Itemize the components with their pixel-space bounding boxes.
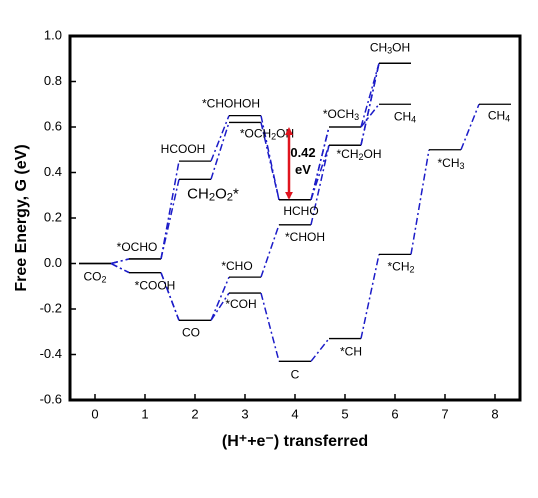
annotation-text: eV bbox=[295, 162, 311, 177]
plot-frame bbox=[68, 34, 522, 402]
x-tick-label: 8 bbox=[491, 406, 498, 421]
connector bbox=[360, 63, 380, 128]
connector bbox=[360, 103, 380, 128]
y-tick-label: -0.6 bbox=[40, 391, 62, 406]
y-tick-label: -0.4 bbox=[40, 346, 62, 361]
connector bbox=[260, 224, 280, 278]
connector bbox=[360, 254, 380, 339]
y-tick-label: 0.0 bbox=[44, 255, 62, 270]
connector bbox=[110, 258, 130, 265]
level-label: *CH2OH bbox=[336, 147, 381, 162]
level-label: *CH bbox=[340, 345, 362, 359]
x-tick-label: 1 bbox=[141, 406, 148, 421]
connector bbox=[160, 160, 180, 260]
x-tick-label: 0 bbox=[91, 406, 98, 421]
level-label: *CHOH bbox=[285, 230, 325, 244]
y-tick-label: 0.4 bbox=[44, 164, 62, 179]
x-tick-label: 2 bbox=[191, 406, 198, 421]
connector bbox=[360, 63, 380, 146]
level-label: CH4 bbox=[394, 109, 416, 124]
y-tick-label: -0.2 bbox=[40, 300, 62, 315]
y-axis-title: Free Energy, G (eV) bbox=[13, 144, 30, 291]
x-tick-label: 3 bbox=[241, 406, 248, 421]
level-label: CO bbox=[182, 326, 200, 340]
level-label: *CH2 bbox=[387, 260, 414, 275]
connector bbox=[160, 272, 180, 321]
level-label: C bbox=[291, 367, 300, 381]
x-tick-label: 7 bbox=[441, 406, 448, 421]
connector bbox=[410, 149, 430, 255]
level-label: *OCH2OH bbox=[240, 127, 294, 142]
x-axis-title: (H⁺+e⁻) transferred bbox=[222, 433, 368, 450]
level-label: HCHO bbox=[283, 204, 318, 218]
level-label: *COH bbox=[225, 297, 256, 311]
annotation-text: 0.42 bbox=[290, 145, 315, 160]
connector bbox=[260, 122, 280, 200]
level-label: CH4 bbox=[488, 108, 510, 123]
connector bbox=[210, 292, 230, 321]
x-tick-label: 5 bbox=[341, 406, 348, 421]
connector bbox=[310, 144, 330, 201]
level-label: CO2 bbox=[83, 270, 106, 285]
level-label: *OCHO bbox=[117, 240, 158, 254]
y-tick-label: 0.2 bbox=[44, 209, 62, 224]
y-tick-label: 0.8 bbox=[44, 73, 62, 88]
connector bbox=[110, 262, 130, 274]
y-tick-label: 1.0 bbox=[44, 27, 62, 42]
connector bbox=[460, 103, 480, 151]
connector bbox=[160, 179, 180, 260]
level-label: *OCH3 bbox=[323, 107, 359, 122]
connector bbox=[260, 292, 280, 362]
y-tick-label: 0.6 bbox=[44, 118, 62, 133]
level-label: *COOH bbox=[135, 279, 176, 293]
connector bbox=[310, 126, 330, 200]
connector bbox=[210, 115, 230, 162]
level-label: CH2O2* bbox=[187, 185, 239, 203]
level-label: CH3OH bbox=[370, 40, 410, 55]
x-tick-label: 4 bbox=[291, 406, 298, 421]
level-label: HCOOH bbox=[161, 142, 206, 156]
level-label: *CHOHOH bbox=[202, 97, 260, 111]
connector bbox=[310, 145, 330, 225]
connector bbox=[310, 338, 330, 362]
level-label: *CH3 bbox=[437, 156, 464, 171]
connector bbox=[210, 122, 230, 180]
level-label: *CHO bbox=[221, 259, 252, 273]
x-tick-label: 6 bbox=[391, 406, 398, 421]
